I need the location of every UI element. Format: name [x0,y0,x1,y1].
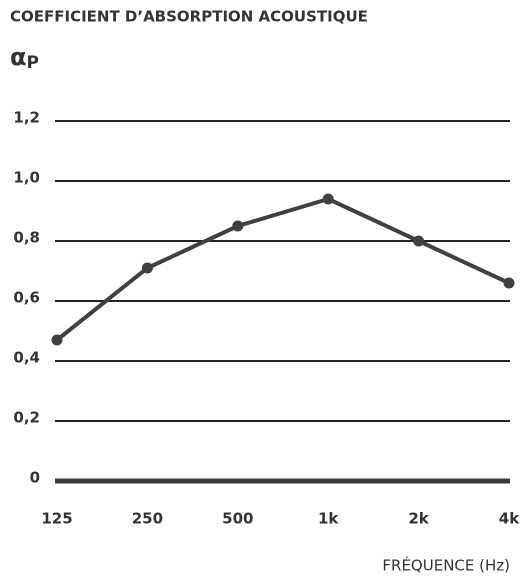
y-axis-label: αP [10,43,39,73]
x-tick-label: 125 [41,510,72,528]
point [322,193,334,205]
y-tick-label: 0,4 [13,349,40,367]
x-tick-label: 500 [222,510,253,528]
point [413,235,425,247]
point [51,334,63,346]
x-tick-label: 4k [499,510,520,528]
point [232,220,244,232]
y-tick-label: 0,8 [13,229,40,247]
y-tick-label: 0,2 [13,409,40,427]
y-tick-label: 0 [30,469,40,487]
x-tick-label: 2k [408,510,429,528]
y-tick-label: 1,0 [13,169,40,187]
x-tick-label: 250 [132,510,163,528]
line [55,197,510,342]
x-tick-label: 1k [318,510,339,528]
chart-title: COEFFICIENT D’ABSORPTION ACOUSTIQUE [10,8,368,26]
x-axis-label: FRÉQUENCE (Hz) [382,556,510,575]
y-tick-label: 0,6 [13,289,40,307]
point [141,262,153,274]
point [503,277,515,289]
y-tick-label: 1,2 [13,109,40,127]
